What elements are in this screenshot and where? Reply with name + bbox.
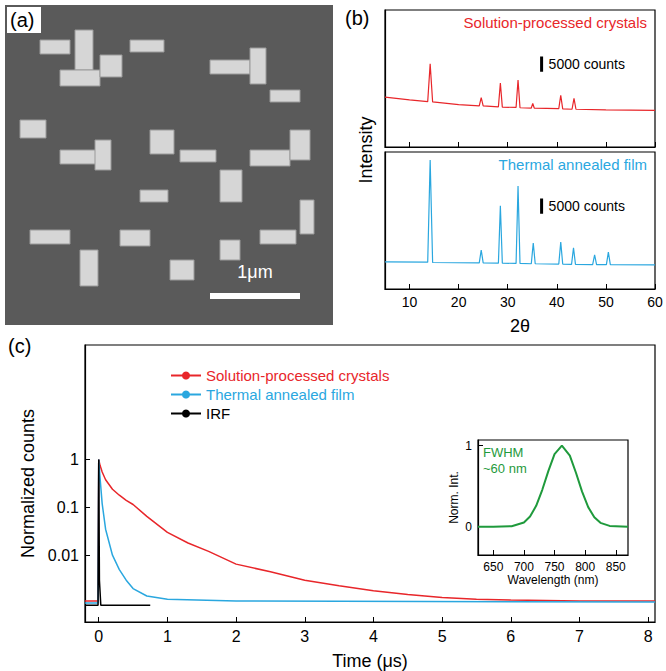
svg-text:20: 20: [451, 294, 467, 310]
svg-text:Normalized counts: Normalized counts: [18, 409, 38, 558]
svg-text:8: 8: [644, 628, 653, 645]
svg-text:7: 7: [575, 628, 584, 645]
svg-text:Wavelength (nm): Wavelength (nm): [508, 573, 599, 587]
svg-text:700: 700: [514, 560, 534, 574]
svg-text:5: 5: [438, 628, 447, 645]
svg-text:FWHM: FWHM: [483, 445, 523, 460]
svg-text:~60 nm: ~60 nm: [483, 461, 527, 476]
svg-text:650: 650: [483, 560, 503, 574]
svg-text:60: 60: [647, 294, 663, 310]
svg-text:4: 4: [369, 628, 378, 645]
svg-text:2: 2: [232, 628, 241, 645]
svg-text:3: 3: [300, 628, 309, 645]
svg-text:1: 1: [465, 439, 472, 453]
svg-text:Solution-processed crystals: Solution-processed crystals: [464, 14, 647, 31]
svg-text:2θ: 2θ: [510, 316, 530, 336]
svg-text:40: 40: [549, 294, 565, 310]
svg-text:0.01: 0.01: [48, 547, 79, 564]
svg-text:800: 800: [575, 560, 595, 574]
svg-text:Thermal annealed film: Thermal annealed film: [499, 156, 647, 173]
svg-text:Thermal annealed film: Thermal annealed film: [206, 386, 354, 403]
svg-text:1: 1: [70, 451, 79, 468]
svg-text:Time (μs): Time (μs): [332, 651, 408, 671]
svg-text:850: 850: [606, 560, 626, 574]
svg-text:5000 counts: 5000 counts: [549, 56, 625, 72]
svg-text:0: 0: [94, 628, 103, 645]
svg-text:(a): (a): [10, 9, 34, 31]
svg-text:30: 30: [500, 294, 516, 310]
svg-text:1μm: 1μm: [237, 262, 272, 282]
svg-text:0.1: 0.1: [57, 499, 79, 516]
svg-text:750: 750: [545, 560, 565, 574]
svg-text:1: 1: [163, 628, 172, 645]
svg-text:6: 6: [506, 628, 515, 645]
svg-text:Norm. Int.: Norm. Int.: [447, 471, 461, 524]
svg-text:(c): (c): [8, 335, 31, 357]
svg-text:Solution-processed crystals: Solution-processed crystals: [206, 367, 389, 384]
svg-text:0: 0: [465, 520, 472, 534]
svg-text:50: 50: [598, 294, 614, 310]
svg-text:Intensity: Intensity: [356, 116, 376, 183]
svg-text:10: 10: [402, 294, 418, 310]
svg-text:IRF: IRF: [206, 405, 230, 422]
svg-text:5000 counts: 5000 counts: [549, 198, 625, 214]
svg-text:(b): (b): [345, 7, 369, 29]
